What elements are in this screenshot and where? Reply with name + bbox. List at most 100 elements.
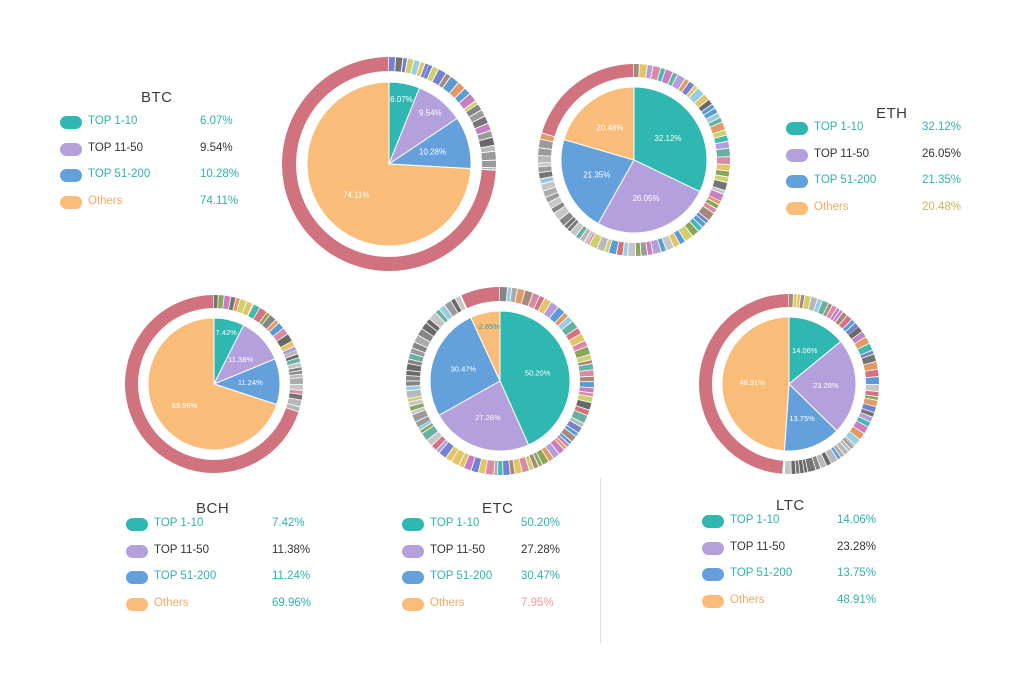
ring-segment [481, 151, 496, 161]
legend-row-others[interactable]: Others 20.48% [786, 198, 996, 225]
ring-segment [623, 242, 629, 256]
ring-segment [214, 295, 218, 309]
legend-row-others[interactable]: Others 69.96% [126, 594, 336, 621]
ring-segment [435, 309, 448, 323]
ring-segment [515, 288, 525, 304]
pie-slice-top-11-50[interactable] [597, 159, 701, 234]
ring-segment [540, 133, 555, 142]
pie-slice-top-51-200[interactable] [560, 138, 635, 225]
ring-segment [696, 212, 709, 224]
ring-segment [432, 436, 446, 450]
ring-segment [863, 361, 878, 371]
pie-slice-top-11-50[interactable] [438, 380, 530, 452]
legend-row-others[interactable]: Others 48.91% [702, 591, 912, 618]
pie-slice-others[interactable] [563, 86, 635, 161]
pie-slice-others[interactable] [470, 310, 501, 382]
legend-row-top51-200[interactable]: TOP 51-200 11.24% [126, 567, 336, 594]
legend-row-top1-10[interactable]: TOP 1-10 32.12% [786, 118, 996, 145]
ring-segment [557, 435, 570, 447]
ring-segment [406, 363, 422, 372]
ring-segment [408, 399, 423, 407]
ring-segment [529, 454, 539, 469]
legend-row-others[interactable]: Others 74.11% [60, 192, 270, 219]
pie-slice-top-1-10[interactable] [499, 310, 571, 446]
pie-slice-top-51-200[interactable] [783, 382, 838, 452]
chart-title-bch: BCH [196, 500, 230, 518]
legend-row-top51-200[interactable]: TOP 51-200 13.75% [702, 564, 912, 591]
ring-segment [555, 312, 568, 326]
legend-label: TOP 1-10 [814, 121, 864, 133]
pie-slice-label: 32.12% [654, 134, 681, 143]
ring-segment [579, 381, 594, 388]
pie-svg-eth: 32.12% 26.05% 21.35% 20.48% [538, 64, 730, 256]
ring-segment [816, 454, 827, 469]
legend-row-top51-200[interactable]: TOP 51-200 21.35% [786, 171, 996, 198]
ring-segment [715, 169, 730, 177]
ring-segment [538, 298, 551, 314]
ring-segment [566, 328, 581, 341]
legend-row-top1-10[interactable]: TOP 1-10 6.07% [60, 112, 270, 139]
ring-segment [420, 423, 434, 434]
legend-value: 50.20% [521, 517, 561, 529]
ring-segment [259, 312, 270, 325]
legend-row-others[interactable]: Others 7.95% [402, 594, 612, 621]
pie-slice-label: 21.35% [583, 171, 610, 180]
pie-chart-bch: 7.42% 11.38% 11.24% 69.96% [122, 292, 306, 481]
pie-slice-top-11-50[interactable] [788, 340, 857, 432]
ring-segment [538, 163, 552, 167]
pie-slice-top-1-10[interactable] [788, 316, 842, 386]
legend-row-top1-10[interactable]: TOP 1-10 7.42% [126, 514, 336, 541]
pie-slice-others[interactable] [721, 316, 790, 452]
legend-row-top51-200[interactable]: TOP 51-200 30.47% [402, 567, 612, 594]
ring-segment [500, 287, 508, 302]
legend-bch: TOP 1-10 7.42% TOP 11-50 11.38% TOP 51-2… [126, 514, 336, 620]
ring-segment [849, 426, 864, 440]
ring-segment [863, 398, 878, 407]
ring-segment [525, 455, 534, 471]
ring-segment [539, 176, 554, 184]
pie-slice-top-51-200[interactable] [429, 316, 501, 416]
legend-value: 7.95% [521, 596, 554, 609]
ring-segment [289, 377, 303, 385]
ring-segment [286, 403, 300, 412]
ring-segment [789, 294, 794, 308]
pie-slice-label: 7.42% [216, 328, 238, 337]
ring-segment [832, 310, 843, 323]
ring-segment [477, 131, 493, 141]
legend-label: Others [730, 593, 765, 606]
ring-segment [287, 398, 302, 407]
ring-segment [273, 328, 288, 342]
ring-segment [475, 123, 491, 135]
ring-segment [439, 305, 453, 320]
ring-segment [510, 287, 518, 303]
ring-segment [711, 186, 725, 194]
ring-segment [833, 444, 844, 458]
ring-segment [587, 232, 595, 245]
ring-segment [471, 457, 482, 473]
legend-row-top11-50[interactable]: TOP 11-50 11.38% [126, 541, 336, 568]
pie-slice-top-1-10[interactable] [633, 86, 708, 193]
legend-row-top11-50[interactable]: TOP 11-50 27.28% [402, 541, 612, 568]
legend-row-top1-10[interactable]: TOP 1-10 14.06% [702, 511, 912, 538]
legend-row-top11-50[interactable]: TOP 11-50 9.54% [60, 139, 270, 166]
legend-row-top51-200[interactable]: TOP 51-200 10.28% [60, 165, 270, 192]
ring-segment [640, 242, 648, 256]
ring-segment [830, 308, 840, 321]
pie-slice-label: 10.28% [419, 148, 446, 157]
pie-slice-others[interactable] [306, 81, 472, 247]
legend-swatch-top11-50 [402, 544, 424, 558]
legend-row-top11-50[interactable]: TOP 11-50 23.28% [702, 538, 912, 565]
ring-segment [506, 287, 512, 302]
ring-segment [408, 353, 424, 362]
ring-segment [575, 226, 587, 239]
pie-svg-ltc: 14.06% 23.28% 13.75% 48.91% [699, 294, 879, 474]
ring-segment [839, 315, 852, 329]
legend-row-top11-50[interactable]: TOP 11-50 26.05% [786, 145, 996, 172]
ring-segment [706, 113, 720, 123]
pie-slice-others[interactable] [147, 317, 278, 451]
ring-segment [233, 297, 240, 312]
legend-swatch-top11-50 [60, 142, 82, 156]
ring-segment [608, 240, 619, 255]
legend-row-top1-10[interactable]: TOP 1-10 50.20% [402, 514, 612, 541]
ring-segment [289, 389, 303, 395]
